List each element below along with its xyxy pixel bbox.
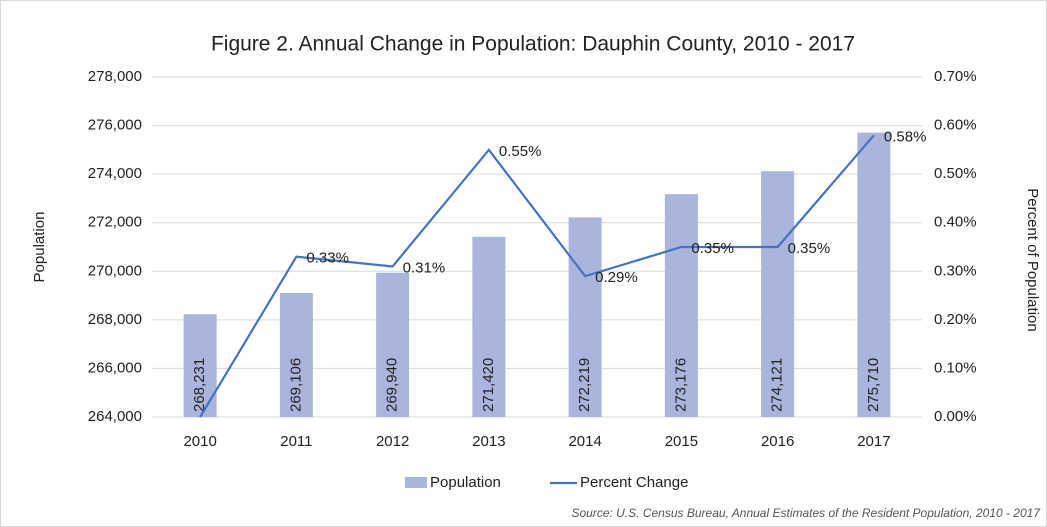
y-tick-label: 264,000 (88, 408, 142, 425)
bar-value-label: 269,940 (384, 358, 401, 412)
x-tick-label: 2014 (568, 433, 601, 450)
y2-tick-label: 0.10% (934, 359, 977, 376)
legend-label: Percent Change (580, 474, 688, 491)
y-tick-label: 266,000 (88, 359, 142, 376)
y-tick-label: 272,000 (88, 214, 142, 231)
x-tick-label: 2013 (472, 433, 505, 450)
bar (664, 194, 698, 417)
line-value-label: 0.55% (499, 143, 542, 160)
bar (376, 272, 410, 417)
y2-axis-title: Percent of Population (1024, 188, 1041, 331)
y2-tick-label: 0.70% (934, 68, 977, 85)
line (199, 134, 875, 418)
x-tick-label: 2011 (280, 433, 312, 450)
y-axis-title: Population (31, 212, 48, 283)
line-value-label: 0.33% (306, 250, 349, 267)
y-tick-label: 278,000 (88, 68, 142, 85)
bar (472, 236, 506, 417)
bar-value-label: 271,420 (480, 358, 497, 412)
x-tick-label: 2015 (665, 433, 698, 450)
bar-value-label: 274,121 (769, 358, 786, 412)
y2-tick-label: 0.00% (934, 408, 977, 425)
bar (857, 132, 891, 417)
legend-swatch (405, 477, 427, 488)
legend-label: Population (430, 474, 501, 491)
y2-tick-label: 0.50% (934, 165, 977, 182)
bar-value-label: 272,219 (576, 358, 593, 412)
y-tick-label: 276,000 (88, 117, 142, 134)
x-tick-label: 2010 (183, 433, 216, 450)
bar-value-label: 269,106 (287, 358, 304, 412)
bar-value-label: 273,176 (672, 358, 689, 412)
y-tick-label: 268,000 (88, 311, 142, 328)
bar (568, 217, 602, 417)
bar-value-label: 275,710 (865, 358, 882, 412)
x-tick-label: 2016 (761, 433, 794, 450)
y2-tick-label: 0.40% (934, 214, 977, 231)
y2-tick-label: 0.30% (934, 262, 977, 279)
line-value-label: 0.31% (403, 259, 446, 276)
line-value-label: 0.35% (691, 240, 734, 257)
source-note: Source: U.S. Census Bureau, Annual Estim… (571, 506, 1041, 520)
bar-value-label: 268,231 (191, 358, 208, 412)
line-value-label: 0.35% (788, 240, 831, 257)
y2-tick-label: 0.60% (934, 117, 977, 134)
y-tick-label: 270,000 (88, 262, 142, 279)
x-tick-label: 2017 (857, 433, 890, 450)
y-tick-label: 274,000 (88, 165, 142, 182)
bar (761, 171, 795, 417)
y2-tick-label: 0.20% (934, 311, 977, 328)
chart-title: Figure 2. Annual Change in Population: D… (211, 33, 855, 56)
x-tick-label: 2012 (376, 433, 409, 450)
line-value-label: 0.29% (595, 269, 638, 286)
line-value-label: 0.58% (884, 128, 927, 145)
bar (279, 292, 313, 417)
